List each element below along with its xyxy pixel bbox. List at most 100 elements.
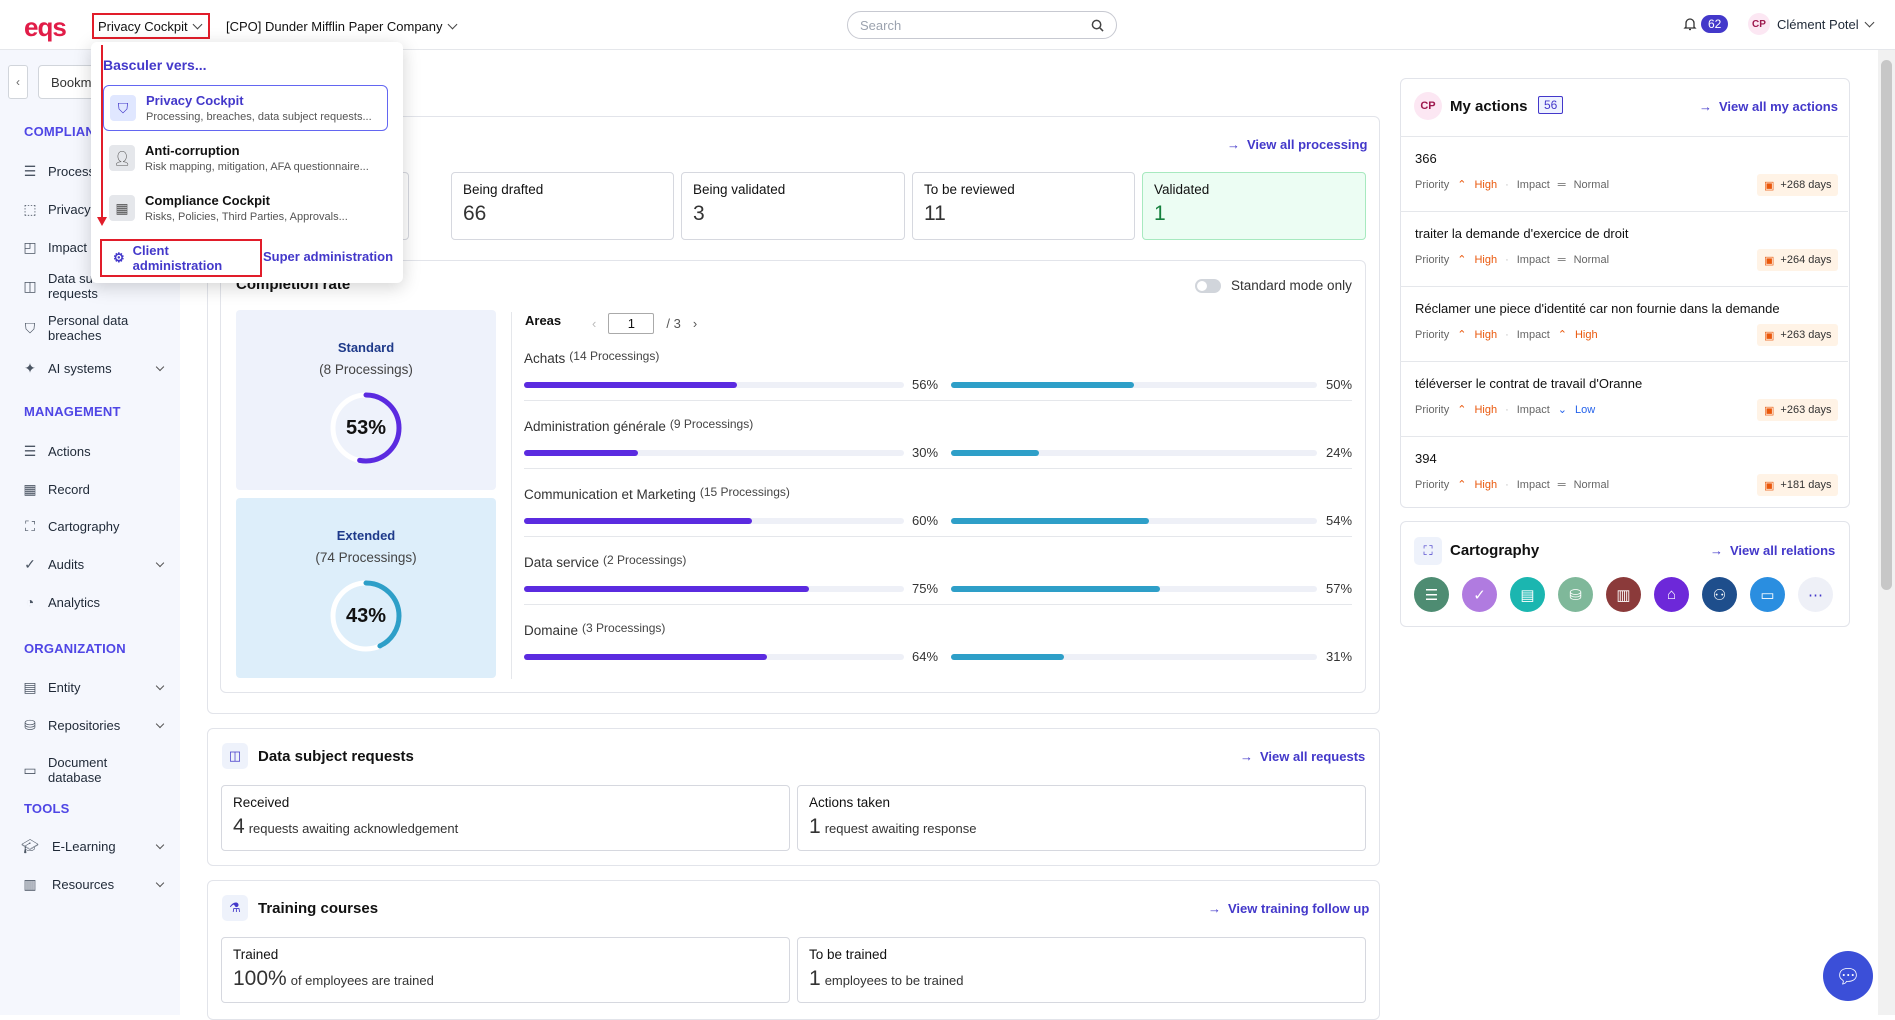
view-all-requests-link[interactable]: → View all requests (1240, 749, 1365, 764)
action-row[interactable] (1400, 211, 1848, 286)
sidebar-item-document-database[interactable]: ▭ Document database (23, 755, 108, 785)
switch-compliance-cockpit[interactable]: ▦ Compliance Cockpit Risks, Policies, Thir… (103, 185, 388, 231)
action-row[interactable] (1400, 136, 1848, 211)
sidebar-item-resources[interactable]: ▥ Resources (22, 876, 165, 892)
action-meta: Priority ⌃ High · Impact ⌄ Low (1415, 403, 1595, 417)
sidebar-item-e-learning[interactable]: 🎓︎ E-Learning (21, 838, 165, 854)
bank-icon[interactable]: ⌂ (1654, 577, 1689, 612)
sidebar-item-analytics[interactable]: ◔ Analytics (22, 594, 162, 610)
sidebar-item-breaches[interactable]: ⛉ Personal data breaches (22, 313, 162, 343)
divider (511, 312, 512, 679)
list-icon[interactable]: ☰ (1414, 577, 1449, 612)
switch-anti-corruption[interactable]: 👤︎ Anti-corruption Risk mapping, mitigatio… (103, 135, 388, 181)
document-icon[interactable]: ▤ (1510, 577, 1545, 612)
annotation-arrow (101, 45, 103, 217)
switch-privacy-cockpit[interactable]: ⛉ Privacy Cockpit Processing, breaches, da… (103, 85, 388, 131)
area-label: Data service (524, 555, 600, 570)
shield-check-icon[interactable]: ✓ (1462, 577, 1497, 612)
prev-page-button[interactable]: ‹ (592, 316, 597, 331)
notifications-button[interactable]: 62 (1683, 15, 1729, 33)
chevron-down-icon (155, 362, 165, 372)
standard-mode-toggle[interactable] (1195, 279, 1221, 293)
action-title[interactable]: Réclamer une piece d'identité car non fo… (1415, 301, 1780, 316)
table-icon: ▦ (23, 480, 37, 497)
chevron-down-icon (155, 719, 165, 729)
scrollbar-thumb[interactable] (1881, 60, 1892, 590)
status-being-drafted[interactable]: Being drafted 66 (451, 172, 674, 240)
database-icon[interactable]: ⛁ (1558, 577, 1593, 612)
user-menu[interactable]: CP Clément Potel (1748, 13, 1875, 35)
item-subtitle: Processing, breaches, data subject reque… (146, 111, 372, 123)
people-icon[interactable]: ⚇ (1702, 577, 1737, 612)
standard-progress-fill (524, 450, 638, 456)
action-row[interactable] (1400, 286, 1848, 361)
section-organization: ORGANIZATION (24, 641, 126, 656)
sidebar-item-actions[interactable]: ☰ Actions (23, 442, 91, 459)
search-input[interactable]: Search (847, 11, 1117, 39)
status-validated[interactable]: Validated 1 (1142, 172, 1366, 240)
page-input[interactable]: 1 (608, 313, 655, 334)
view-training-link[interactable]: → View training follow up (1208, 901, 1369, 916)
chevron-down-icon (155, 840, 165, 850)
areas-label: Areas (525, 313, 562, 328)
client-administration-link[interactable]: ⚙ Client administration (100, 239, 262, 277)
area-name: Achats (14 Processings) (524, 349, 659, 366)
bell-icon (1683, 18, 1697, 31)
view-all-my-actions-link[interactable]: → View all my actions (1699, 99, 1838, 114)
received-box[interactable]: Received 4 requests awaiting acknowledgeme… (221, 785, 790, 851)
sidebar-item-cartography[interactable]: ⛶ Cartography (22, 518, 162, 534)
sidebar-item-record[interactable]: ▦ Record (23, 480, 90, 497)
sidebar-item-repositories[interactable]: ⛁ Repositories (22, 717, 165, 733)
view-all-processing-link[interactable]: → View all processing (1227, 137, 1367, 152)
action-title[interactable]: 366 (1415, 151, 1437, 166)
window-icon[interactable]: ▭ (1750, 577, 1785, 612)
received-text: requests awaiting acknowledgement (248, 821, 459, 836)
sidebar-item-processing[interactable]: ☰ Process (23, 162, 95, 179)
product-selector[interactable]: Privacy Cockpit (92, 13, 210, 39)
action-title[interactable]: téléverser le contrat de travail d'Orann… (1415, 376, 1643, 391)
company-selector[interactable]: [CPO] Dunder Mifflin Paper Company (226, 13, 457, 39)
scrollbar[interactable] (1878, 50, 1895, 1015)
to-be-trained-box[interactable]: To be trained 1 employees to be trained (797, 937, 1366, 1003)
chat-support-button[interactable]: 💬︎ (1823, 951, 1873, 1001)
status-value: 3 (693, 202, 705, 225)
priority-high-icon: ⌃ (1457, 404, 1467, 416)
register-icon[interactable]: ▥ (1606, 577, 1641, 612)
standard-mode-label: Standard mode only (1231, 278, 1352, 293)
action-row[interactable] (1400, 361, 1848, 436)
impact-icon: ◰ (23, 238, 37, 255)
trained-box[interactable]: Trained 100% of employees are trained (221, 937, 790, 1003)
separator-dot: · (1505, 478, 1509, 491)
actions-taken-box[interactable]: Actions taken 1 request awaiting response (797, 785, 1366, 851)
status-being-validated[interactable]: Being validated 3 (681, 172, 905, 240)
sidebar-item-data-subject-requests[interactable]: ◫ Data su requests (23, 271, 98, 301)
more-icon[interactable]: ⋯ (1798, 577, 1833, 612)
extended-percent: 24% (1326, 445, 1353, 460)
impact-icon: ═ (1557, 178, 1566, 191)
standard-percent: 64% (912, 649, 939, 664)
extended-percent: 57% (1326, 581, 1353, 596)
eqs-logo[interactable]: eqs (24, 12, 67, 42)
extended-title: Extended (336, 528, 396, 543)
action-title[interactable]: traiter la demande d'exercice de droit (1415, 226, 1629, 241)
extended-percent: 50% (1326, 377, 1353, 392)
sidebar-item-audits[interactable]: ✓ Audits (22, 556, 165, 572)
action-row[interactable] (1400, 436, 1848, 511)
view-all-my-actions-label: View all my actions (1719, 99, 1838, 114)
next-page-button[interactable]: › (692, 316, 698, 331)
area-count: (2 Processings) (603, 553, 687, 567)
view-all-relations-link[interactable]: → View all relations (1710, 543, 1835, 558)
area-label: Achats (524, 351, 566, 366)
priority-value: High (1474, 328, 1498, 341)
sidebar-item-ai-systems[interactable]: ✦ AI systems (22, 360, 165, 376)
trained-label: Trained (233, 947, 279, 962)
due-badge: ▣ +268 days (1757, 174, 1839, 196)
super-administration-link[interactable]: Super administration (263, 249, 394, 264)
sidebar-item-entity[interactable]: ▤ Entity (22, 679, 165, 695)
sidebar-item-privacy[interactable]: ⬚ Privacy (23, 200, 91, 217)
calendar-icon: ▣ (1764, 404, 1775, 417)
status-to-be-reviewed[interactable]: To be reviewed 11 (912, 172, 1135, 240)
sidebar-item-impact[interactable]: ◰ Impact (23, 238, 88, 255)
action-title[interactable]: 394 (1415, 451, 1437, 466)
collapse-sidebar-button[interactable]: ‹ (8, 65, 28, 99)
